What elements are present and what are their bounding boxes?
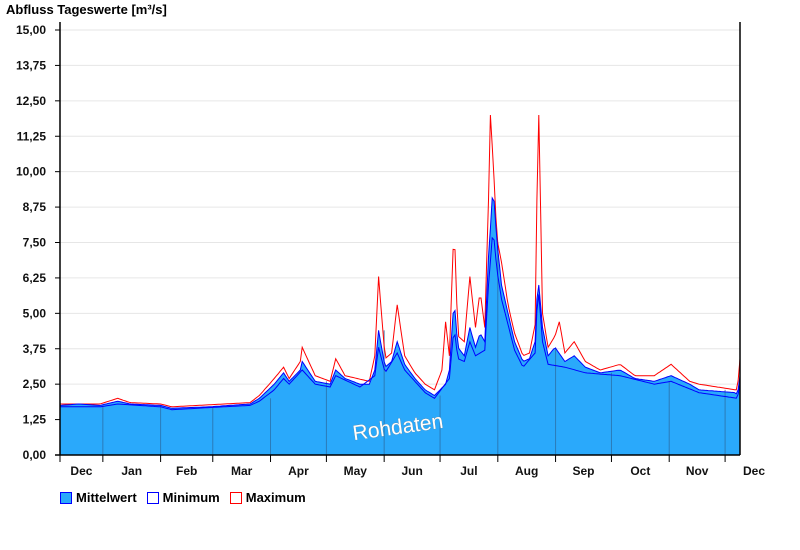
x-tick-label: Feb: [176, 464, 197, 478]
legend-label: Maximum: [245, 490, 306, 505]
x-tick-label: Nov: [686, 464, 709, 478]
x-tick-label: Mar: [231, 464, 253, 478]
y-tick-label: 7,50: [23, 236, 47, 250]
x-tick-label: Jun: [401, 464, 422, 478]
x-tick-label: Jan: [121, 464, 142, 478]
x-tick-label: Dec: [743, 464, 765, 478]
legend-swatch-minimum: [146, 491, 159, 504]
y-tick-label: 3,75: [23, 342, 47, 356]
x-tick-label: Oct: [630, 464, 650, 478]
y-tick-label: 6,25: [23, 271, 47, 285]
legend-swatch-mittelwert: [60, 491, 72, 504]
legend-label: Minimum: [162, 490, 220, 505]
y-tick-label: 8,75: [23, 200, 47, 214]
series-line-mittelwert: [59, 196, 741, 409]
legend-label: Mittelwert: [76, 490, 137, 505]
x-tick-label: Aug: [515, 464, 538, 478]
x-tick-label: May: [344, 464, 368, 478]
chart-title: Abfluss Tageswerte [m³/s]: [6, 2, 167, 17]
series-line-minimum: [60, 236, 741, 411]
legend: Mittelwert Minimum Maximum: [60, 490, 306, 505]
x-tick-label: Jul: [460, 464, 477, 478]
y-tick-label: 11,25: [17, 129, 47, 143]
y-tick-label: 2,50: [23, 377, 47, 391]
y-tick-label: 12,50: [16, 94, 46, 108]
y-tick-label: 5,00: [23, 306, 47, 320]
y-tick-label: 15,00: [16, 23, 46, 37]
x-tick-label: Apr: [288, 464, 309, 478]
series-area-mittelwert: [60, 198, 740, 455]
series-line-maximum: [60, 114, 741, 408]
y-tick-label: 0,00: [23, 448, 47, 462]
y-tick-label: 13,75: [16, 58, 46, 72]
x-tick-label: Dec: [70, 464, 92, 478]
legend-item-mittelwert[interactable]: Mittelwert: [60, 490, 137, 505]
legend-swatch-maximum: [229, 491, 242, 504]
y-tick-label: 10,00: [16, 165, 46, 179]
y-tick-label: 1,25: [23, 413, 47, 427]
legend-item-minimum[interactable]: Minimum: [146, 490, 220, 505]
legend-item-maximum[interactable]: Maximum: [229, 490, 306, 505]
x-tick-label: Sep: [572, 464, 594, 478]
